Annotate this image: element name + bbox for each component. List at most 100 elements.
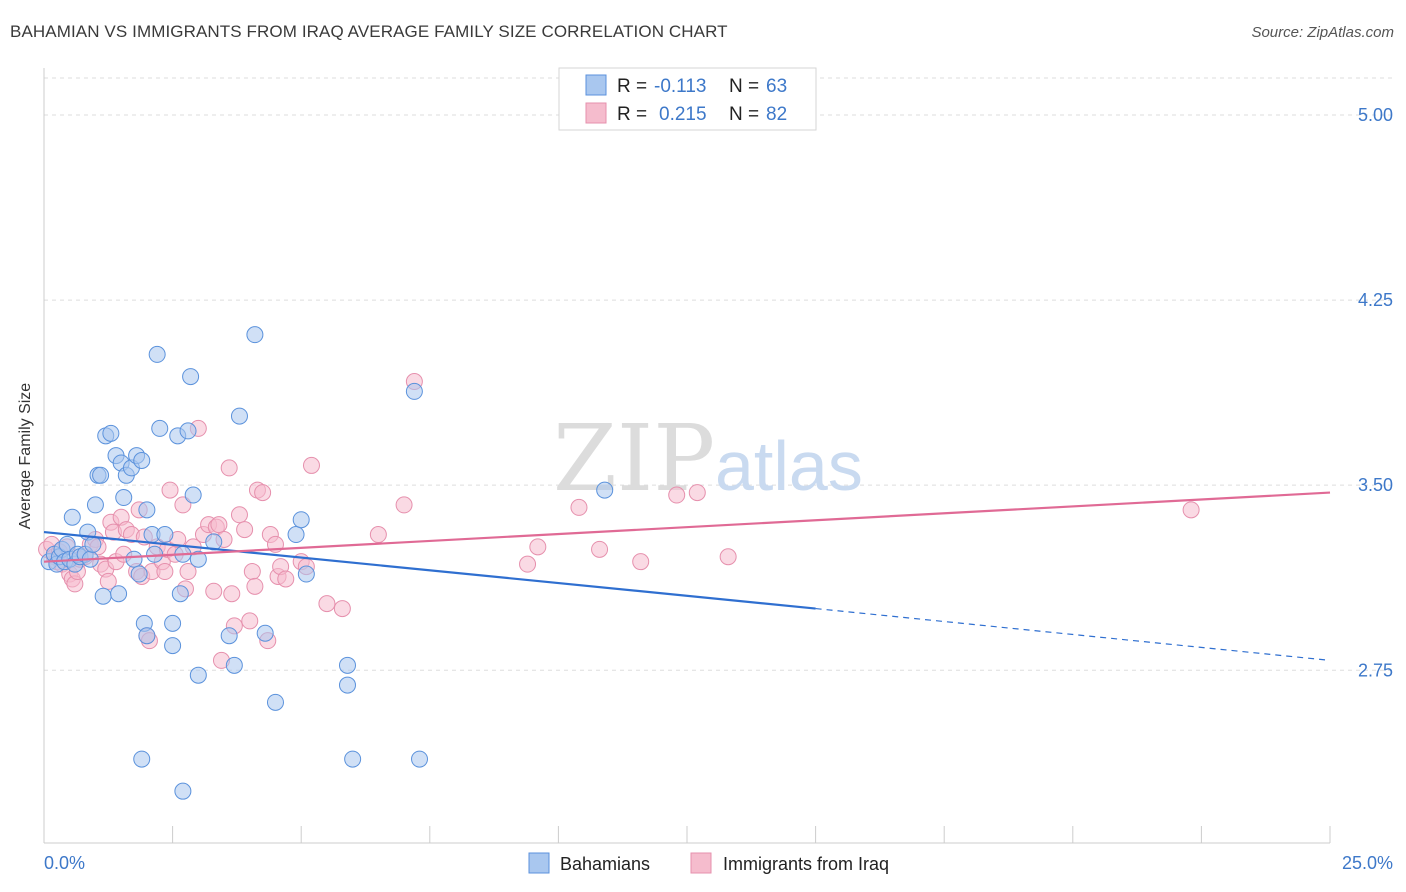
bahamian-point xyxy=(189,550,207,568)
bahamian-point xyxy=(164,637,182,655)
iraq-point xyxy=(369,526,387,544)
bahamian-point xyxy=(133,750,151,768)
bahamian-point xyxy=(171,585,189,603)
bahamian-point xyxy=(138,627,156,645)
bahamian-point xyxy=(338,676,356,694)
bahamians-trend-line xyxy=(43,530,816,610)
iraq-point xyxy=(395,496,413,514)
iraq-point xyxy=(205,582,223,600)
bahamian-point xyxy=(297,565,315,583)
bahamian-point xyxy=(148,345,166,363)
bahamian-point xyxy=(182,368,200,386)
iraq-point xyxy=(223,585,241,603)
bahamian-point xyxy=(230,407,248,425)
iraq-point xyxy=(243,563,261,581)
iraq-point xyxy=(333,600,351,618)
iraq-point xyxy=(570,498,588,516)
bahamian-point xyxy=(102,424,120,442)
iraq-point xyxy=(719,548,737,566)
bahamian-point xyxy=(138,501,156,519)
legend-r-label-pink: R = xyxy=(617,104,647,125)
bahamian-point xyxy=(94,587,112,605)
y-tick-label: 4.25 xyxy=(1358,290,1393,310)
iraq-point xyxy=(632,553,650,571)
bahamian-point xyxy=(596,481,614,499)
iraq-point xyxy=(161,481,179,499)
bahamian-point xyxy=(266,693,284,711)
legend-r-label-blue: R = xyxy=(617,76,647,97)
legend-r-value-pink: 0.215 xyxy=(659,104,707,125)
bottom-legend-iraq: Immigrants from Iraq xyxy=(723,854,889,874)
bottom-legend-swatch-pink xyxy=(690,852,712,874)
bahamian-point xyxy=(287,526,305,544)
iraq-point xyxy=(220,459,238,477)
legend-r-value-blue: -0.113 xyxy=(654,76,706,97)
y-tick-label: 5.00 xyxy=(1358,105,1393,125)
bahamian-point xyxy=(184,486,202,504)
iraq-point xyxy=(179,563,197,581)
bottom-legend-swatch-blue xyxy=(528,852,550,874)
bahamian-point xyxy=(146,545,164,563)
chart-title: BAHAMIAN VS IMMIGRANTS FROM IRAQ AVERAGE… xyxy=(10,22,728,41)
bahamian-point xyxy=(246,326,264,344)
x-tick-labels: 0.0% 25.0% xyxy=(44,853,1393,873)
bahamian-point xyxy=(189,666,207,684)
bahamian-point xyxy=(110,585,128,603)
x-tick-label-end: 25.0% xyxy=(1342,853,1393,873)
iraq-point xyxy=(529,538,547,556)
legend-swatch-pink xyxy=(585,102,607,124)
y-tick-label: 2.75 xyxy=(1358,660,1393,680)
iraq-point xyxy=(302,456,320,474)
bahamian-point xyxy=(156,526,174,544)
bahamian-point xyxy=(344,750,362,768)
iraq-point xyxy=(156,563,174,581)
iraq-point xyxy=(688,484,706,502)
watermark-atlas: atlas xyxy=(715,427,863,505)
bahamians-trend-extension xyxy=(815,607,1331,661)
y-tick-labels: 2.75 3.50 4.25 5.00 xyxy=(1358,105,1393,680)
bahamian-point xyxy=(256,624,274,642)
iraq-point xyxy=(668,486,686,504)
bottom-legend-bahamians: Bahamians xyxy=(560,854,650,874)
iraq-point xyxy=(210,516,228,534)
source-credit: Source: ZipAtlas.com xyxy=(1251,24,1394,41)
iraq-point xyxy=(246,577,264,595)
bahamian-point xyxy=(292,511,310,529)
bahamian-point xyxy=(86,496,104,514)
watermark-zip: ZIP xyxy=(553,405,715,512)
bahamian-point xyxy=(338,656,356,674)
iraq-point xyxy=(277,570,295,588)
iraq-trend-line xyxy=(43,491,1331,563)
x-tick-label-start: 0.0% xyxy=(44,853,85,873)
bahamian-point xyxy=(164,614,182,632)
iraq-point xyxy=(318,595,336,613)
iraq-point xyxy=(591,540,609,558)
legend-n-value-pink: 82 xyxy=(766,104,787,125)
bahamian-point xyxy=(174,782,192,800)
bahamian-point xyxy=(84,535,102,553)
iraq-point xyxy=(174,496,192,514)
iraq-point xyxy=(1182,501,1200,519)
bahamian-point xyxy=(63,508,81,526)
bahamian-point xyxy=(125,550,143,568)
bahamian-point xyxy=(133,452,151,469)
axes xyxy=(43,68,1331,844)
bahamian-point xyxy=(92,466,110,484)
legend-n-label-pink: N = xyxy=(729,104,759,125)
bahamian-point xyxy=(115,489,133,507)
legend-swatch-blue xyxy=(585,74,607,96)
iraq-point xyxy=(230,506,248,524)
grid-lines xyxy=(44,77,1395,671)
series-legend: Bahamians Immigrants from Iraq xyxy=(528,852,889,874)
legend-n-label-blue: N = xyxy=(729,76,759,97)
bahamian-point xyxy=(411,750,429,768)
iraq-point xyxy=(254,484,272,502)
iraq-point xyxy=(519,555,537,573)
iraq-point xyxy=(241,612,259,630)
iraq-point xyxy=(99,572,117,590)
bahamian-point xyxy=(220,627,238,645)
bahamian-point xyxy=(225,656,243,674)
iraq-point xyxy=(236,521,254,539)
trend-lines xyxy=(43,491,1331,661)
